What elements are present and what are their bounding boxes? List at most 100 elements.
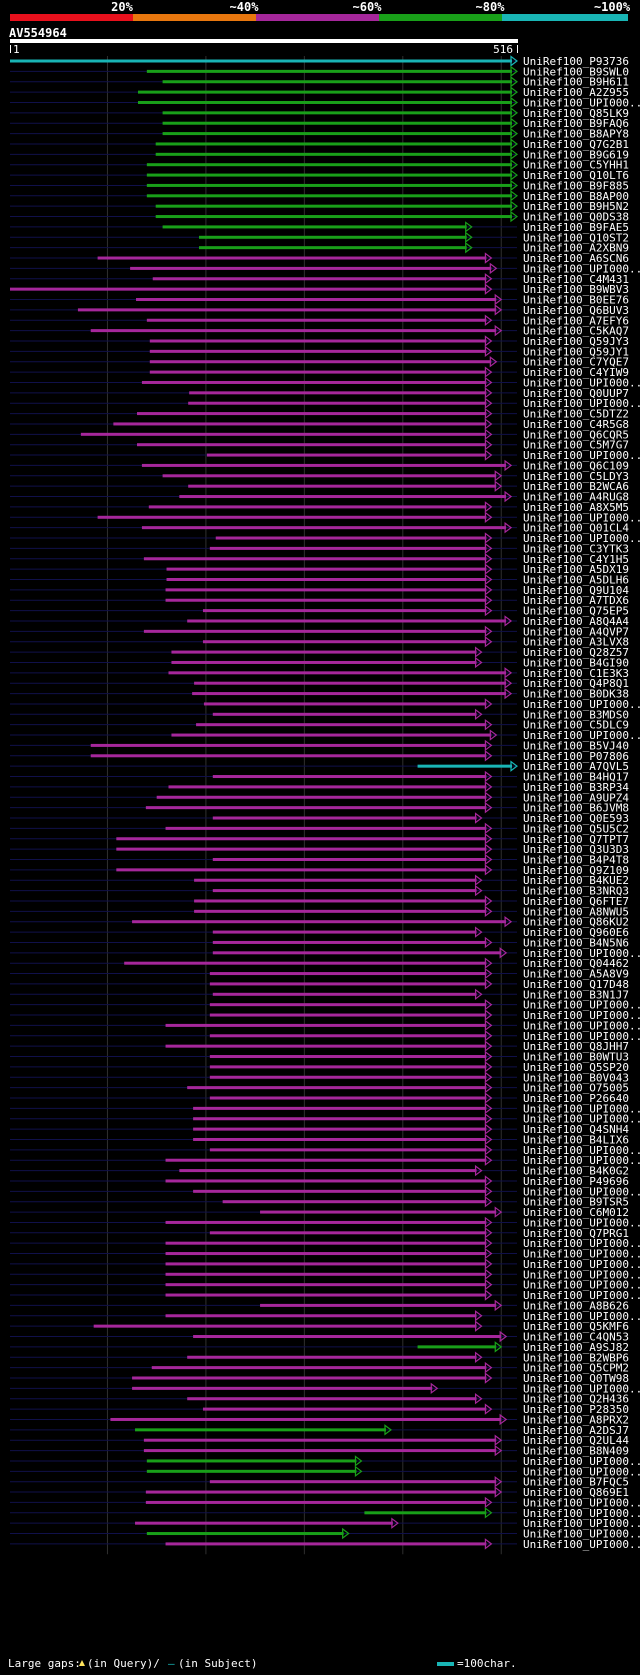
hit-label[interactable]: UniRef100_B8APY8 (523, 128, 629, 141)
hit-label[interactable]: UniRef100_A5A8V9 (523, 968, 629, 981)
hit-label[interactable]: UniRef100_C3YTK3 (523, 542, 629, 555)
hit-label[interactable]: UniRef100_Q5SP20 (523, 1061, 629, 1074)
hit-bar[interactable] (209, 1003, 487, 1007)
hit-bar[interactable] (187, 1355, 477, 1359)
hit-label[interactable]: UniRef100_B4LIX6 (523, 1133, 629, 1146)
hit-label[interactable]: UniRef100_UPI000.. (523, 1113, 640, 1126)
hit-label[interactable]: UniRef100_Q5U5C2 (523, 822, 629, 835)
hit-bar[interactable] (193, 1137, 487, 1141)
hit-bar[interactable] (113, 422, 487, 426)
hit-bar[interactable] (165, 1542, 487, 1546)
hit-label[interactable]: UniRef100_B0V043 (523, 1071, 629, 1084)
hit-bar[interactable] (165, 1283, 487, 1287)
hit-bar[interactable] (202, 1407, 487, 1411)
hit-label[interactable]: UniRef100_UPI000.. (523, 1279, 640, 1292)
hit-label[interactable]: UniRef100_B9H611 (523, 76, 629, 89)
hit-label[interactable]: UniRef100_UPI000.. (523, 1237, 640, 1250)
hit-label[interactable]: UniRef100_C6M012 (523, 1206, 629, 1219)
hit-bar[interactable] (194, 899, 487, 903)
hit-bar[interactable] (165, 1272, 487, 1276)
hit-bar[interactable] (162, 121, 513, 125)
hit-label[interactable]: UniRef100_C5KAQ7 (523, 325, 629, 338)
hit-bar[interactable] (143, 1438, 497, 1442)
hit-bar[interactable] (116, 847, 487, 851)
hit-bar[interactable] (168, 785, 487, 789)
hit-bar[interactable] (193, 1335, 502, 1339)
hit-label[interactable]: UniRef100_B3MDS0 (523, 708, 629, 721)
hit-bar[interactable] (188, 484, 497, 488)
hit-bar[interactable] (162, 111, 513, 115)
hit-label[interactable]: UniRef100_Q5CPM2 (523, 1362, 629, 1375)
hit-bar[interactable] (212, 775, 487, 779)
hit-bar[interactable] (80, 432, 487, 436)
hit-label[interactable]: UniRef100_Q0UUP7 (523, 387, 629, 400)
hit-bar[interactable] (10, 59, 512, 63)
hit-label[interactable]: UniRef100_B4GI90 (523, 656, 629, 669)
hit-label[interactable]: UniRef100_A8Q4A4 (523, 615, 629, 628)
hit-label[interactable]: UniRef100_UPI000.. (523, 1455, 640, 1468)
hit-bar[interactable] (209, 972, 487, 976)
hit-bar[interactable] (97, 515, 487, 519)
hit-bar[interactable] (187, 619, 507, 623)
hit-label[interactable]: UniRef100_C5DLC9 (523, 719, 629, 732)
hit-bar[interactable] (199, 235, 467, 239)
hit-label[interactable]: UniRef100_C4R5G8 (523, 418, 629, 431)
hit-bar[interactable] (143, 557, 487, 561)
hit-label[interactable]: UniRef100_B3NRQ3 (523, 885, 629, 898)
hit-bar[interactable] (149, 339, 487, 343)
hit-label[interactable]: UniRef100_Q0DS38 (523, 211, 629, 224)
hit-label[interactable]: UniRef100_UPI000.. (523, 1538, 640, 1551)
hit-label[interactable]: UniRef100_B0EE76 (523, 294, 629, 307)
hit-bar[interactable] (189, 391, 487, 395)
hit-bar[interactable] (171, 660, 477, 664)
hit-bar[interactable] (146, 1532, 344, 1536)
hit-bar[interactable] (193, 1106, 487, 1110)
hit-label[interactable]: UniRef100_UPI000.. (523, 96, 640, 109)
hit-label[interactable]: UniRef100_UPI000.. (523, 397, 640, 410)
hit-label[interactable]: UniRef100_Q59JY1 (523, 345, 629, 358)
hit-label[interactable]: UniRef100_Q960E6 (523, 926, 629, 939)
hit-label[interactable]: UniRef100_B9H5N2 (523, 200, 629, 213)
hit-label[interactable]: UniRef100_P07806 (523, 750, 629, 763)
hit-bar[interactable] (165, 1158, 487, 1162)
hit-bar[interactable] (179, 495, 507, 499)
hit-label[interactable]: UniRef100_Q17D48 (523, 978, 629, 991)
hit-label[interactable]: UniRef100_UPI000.. (523, 1528, 640, 1541)
hit-label[interactable]: UniRef100_A9UPZ4 (523, 791, 629, 804)
hit-bar[interactable] (93, 1324, 477, 1328)
hit-bar[interactable] (206, 453, 487, 457)
hit-bar[interactable] (222, 1200, 487, 1204)
hit-label[interactable]: UniRef100_A3LVX8 (523, 636, 629, 649)
hit-bar[interactable] (212, 940, 487, 944)
hit-bar[interactable] (155, 142, 512, 146)
hit-label[interactable]: UniRef100_UPI000.. (523, 999, 640, 1012)
hit-bar[interactable] (165, 1023, 487, 1027)
hit-label[interactable]: UniRef100_UPI000.. (523, 511, 640, 524)
hit-bar[interactable] (166, 578, 487, 581)
hit-label[interactable]: UniRef100_O75005 (523, 1082, 629, 1095)
hit-label[interactable]: UniRef100_C5M7G7 (523, 439, 629, 452)
hit-bar[interactable] (260, 1303, 497, 1307)
hit-label[interactable]: UniRef100_UPI000.. (523, 1496, 640, 1509)
hit-bar[interactable] (151, 1366, 487, 1370)
hit-label[interactable]: UniRef100_B9WBV3 (523, 283, 629, 296)
hit-label[interactable]: UniRef100_Q01CL4 (523, 522, 629, 535)
hit-bar[interactable] (137, 100, 512, 104)
hit-label[interactable]: UniRef100_Q10ST2 (523, 231, 629, 244)
hit-label[interactable]: UniRef100_UPI000.. (523, 1310, 640, 1323)
hit-bar[interactable] (137, 90, 512, 94)
hit-bar[interactable] (165, 1220, 487, 1224)
hit-label[interactable]: UniRef100_Q6FTE7 (523, 895, 629, 908)
hit-bar[interactable] (209, 1013, 487, 1017)
hit-bar[interactable] (162, 132, 513, 136)
hit-bar[interactable] (209, 1480, 497, 1484)
hit-label[interactable]: UniRef100_B4KUE2 (523, 874, 629, 887)
hit-bar[interactable] (10, 287, 487, 291)
hit-bar[interactable] (146, 1459, 357, 1463)
hit-bar[interactable] (97, 256, 487, 260)
hit-bar[interactable] (146, 183, 513, 187)
hit-bar[interactable] (202, 640, 487, 644)
hit-label[interactable]: UniRef100_UPI000.. (523, 1248, 640, 1261)
hit-bar[interactable] (145, 806, 487, 810)
hit-bar[interactable] (171, 733, 492, 737)
